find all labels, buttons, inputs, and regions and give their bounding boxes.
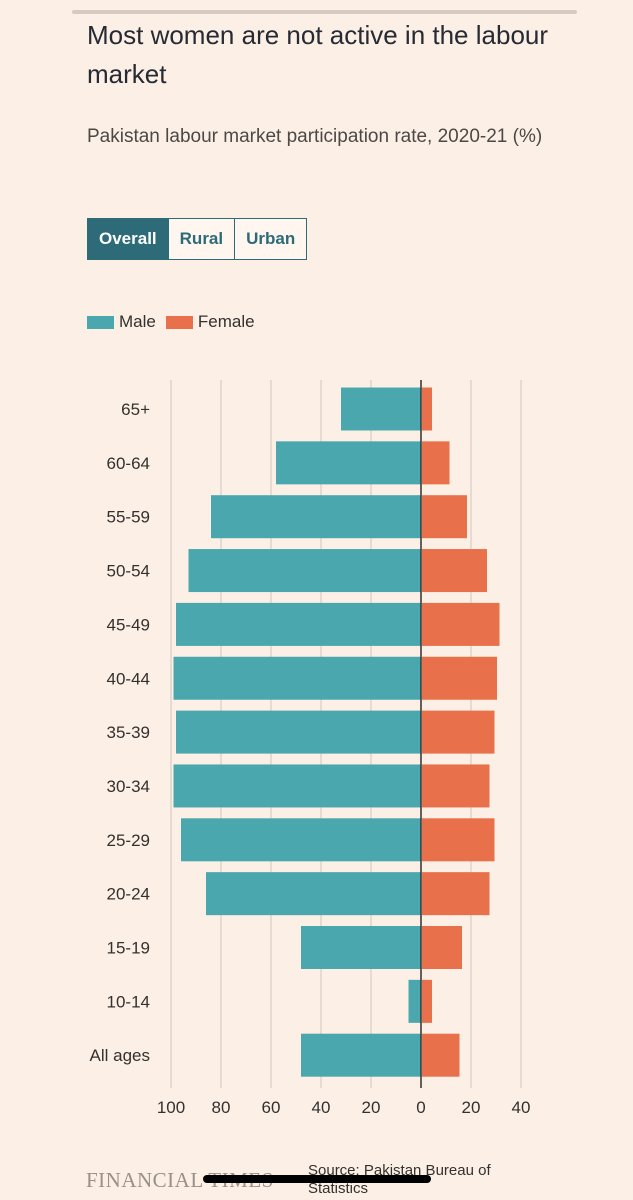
tab-rural[interactable]: Rural [167, 219, 235, 259]
category-label: 65+ [121, 400, 150, 419]
bar-female-45-49 [422, 602, 500, 646]
x-tick-label: 60 [262, 1098, 281, 1117]
bar-male-10-14 [408, 979, 421, 1023]
view-tabs: Overall Rural Urban [87, 218, 308, 260]
tab-overall[interactable]: Overall [88, 219, 168, 259]
bar-male-25-29 [181, 818, 421, 862]
x-tick-label: 20 [462, 1098, 481, 1117]
category-label: 60-64 [107, 454, 150, 473]
legend-item-male: Male [87, 312, 156, 332]
bar-female-30-34 [422, 764, 490, 808]
bar-male-30-34 [173, 764, 421, 808]
bar-female-65 [422, 387, 432, 431]
legend-swatch-male [87, 315, 114, 329]
bar-male-55-59 [211, 495, 421, 539]
bar-female-Allages [422, 1033, 460, 1077]
population-pyramid-chart: 65+ 60-64 55-59 50-54 45-49 40-44 35-39 30-34 25… [90, 380, 531, 1117]
x-tick-label: 40 [312, 1098, 331, 1117]
legend-label-male: Male [119, 312, 156, 331]
bar-female-60-64 [422, 441, 450, 485]
category-label: 45-49 [107, 615, 150, 634]
bar-female-15-19 [422, 926, 462, 969]
legend-swatch-female [165, 315, 193, 329]
home-indicator [203, 1175, 431, 1183]
legend-item-female: Female [165, 312, 255, 332]
x-tick-label: 0 [416, 1098, 425, 1117]
bar-male-20-24 [206, 872, 421, 916]
category-label: 50-54 [107, 562, 150, 581]
bar-female-55-59 [422, 495, 467, 539]
bar-male-45-49 [176, 602, 421, 646]
source-note: Source: Pakistan Bureau of Statistics [308, 1162, 491, 1197]
category-label: 55-59 [107, 508, 150, 527]
x-tick-label: 80 [212, 1098, 231, 1117]
bar-female-20-24 [422, 872, 490, 916]
category-label: 20-24 [107, 885, 150, 904]
category-label: 40-44 [107, 669, 150, 688]
x-tick-label: 40 [512, 1098, 531, 1117]
category-label: 30-34 [107, 777, 150, 796]
chart-title: Most women are not active in the labour … [87, 20, 549, 89]
category-label: 10-14 [107, 992, 150, 1011]
legend: Male Female [87, 312, 265, 332]
bar-female-40-44 [422, 656, 497, 700]
category-label: 25-29 [107, 831, 150, 850]
legend-label-female: Female [197, 312, 255, 331]
bar-female-25-29 [422, 818, 495, 862]
bar-male-65 [341, 387, 421, 431]
bar-female-50-54 [422, 549, 487, 593]
top-rule [72, 10, 577, 14]
tab-urban[interactable]: Urban [234, 219, 307, 259]
category-label: 35-39 [107, 723, 150, 742]
bar-male-40-44 [173, 656, 421, 700]
bar-male-50-54 [188, 549, 421, 593]
bar-male-35-39 [176, 710, 421, 754]
chart-subtitle: Pakistan labour market participation rat… [87, 126, 543, 147]
bar-female-35-39 [422, 710, 495, 754]
bar-male-60-64 [276, 441, 421, 485]
category-label: 15-19 [107, 939, 150, 958]
bar-female-10-14 [422, 979, 432, 1023]
x-tick-label: 100 [157, 1098, 185, 1117]
bar-male-Allages [301, 1033, 421, 1077]
category-label: All ages [90, 1046, 150, 1065]
x-tick-label: 20 [362, 1098, 381, 1117]
bar-male-15-19 [301, 926, 421, 969]
